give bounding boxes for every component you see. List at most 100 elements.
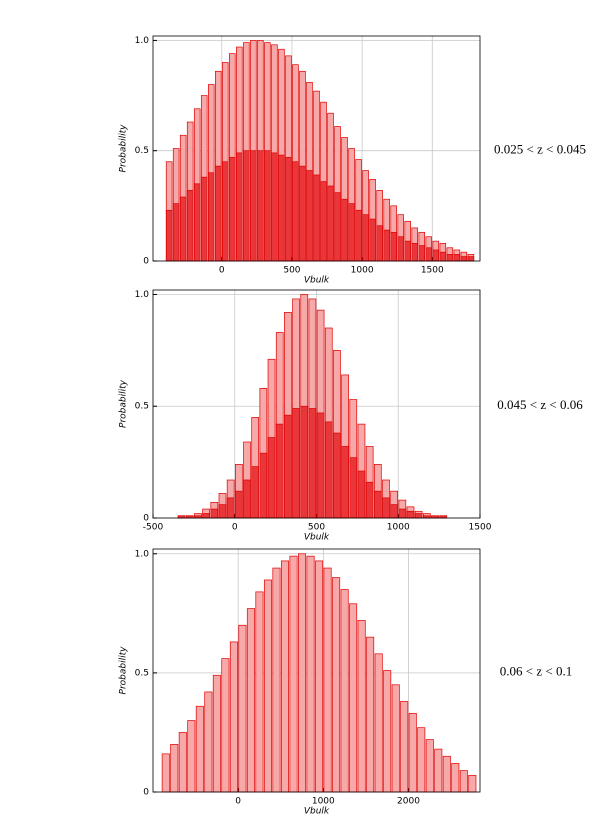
bar (349, 457, 358, 519)
bar (236, 152, 243, 262)
x-tick-label: 0 (232, 523, 238, 533)
bar (459, 770, 468, 793)
bar (365, 481, 374, 519)
bar (468, 774, 477, 793)
bar (383, 229, 390, 262)
y-axis-label: Probability (119, 124, 129, 173)
y-tick-label: 0 (143, 257, 149, 267)
x-tick-label: 500 (308, 523, 325, 533)
y-axis-label: Probability (119, 646, 129, 695)
x-tick-label: 1500 (469, 523, 492, 533)
bar (404, 240, 411, 262)
y-tick-label: 1.0 (135, 36, 150, 46)
bar (202, 513, 210, 519)
bar (200, 176, 208, 262)
annotation: 0.045 < z < 0.06 (497, 397, 583, 412)
bar (357, 470, 366, 519)
bar (390, 231, 397, 262)
bar (355, 209, 362, 262)
bar (382, 497, 390, 519)
bar (398, 508, 407, 519)
bar (285, 156, 292, 262)
annotation: 0.06 < z < 0.1 (500, 663, 572, 678)
bar (460, 256, 468, 262)
bar (432, 249, 440, 262)
bar (446, 254, 454, 262)
bar (210, 508, 219, 519)
bar (298, 553, 307, 793)
bar (299, 165, 306, 262)
bar (397, 236, 404, 262)
bar (306, 170, 313, 262)
x-tick-label: 1000 (312, 797, 335, 807)
bar (284, 414, 292, 519)
x-tick-label: -500 (143, 523, 164, 533)
bar (418, 245, 426, 262)
bar (275, 423, 284, 519)
bar (257, 150, 264, 262)
bar (292, 408, 300, 519)
bar (207, 172, 215, 262)
y-tick-label: 0.5 (135, 402, 149, 412)
bar (467, 256, 475, 262)
x-tick-label: 1000 (387, 523, 410, 533)
bar (204, 691, 213, 793)
x-tick-label: 1500 (421, 266, 444, 276)
bar (425, 739, 434, 793)
bar (170, 744, 179, 793)
bar (179, 196, 187, 262)
bar (251, 466, 260, 519)
bar (451, 763, 460, 793)
bar (373, 490, 382, 519)
bar (408, 713, 417, 793)
bar (340, 589, 349, 793)
bar (246, 608, 255, 793)
bar (221, 658, 230, 793)
x-tick-label: 0 (219, 266, 225, 276)
bar (229, 641, 238, 793)
bar (178, 732, 187, 793)
bar (308, 408, 317, 519)
bar (383, 670, 392, 793)
bar (300, 405, 309, 519)
bar (278, 154, 285, 262)
bar (271, 152, 278, 262)
bar (255, 591, 264, 793)
bar (414, 513, 423, 519)
bar (417, 727, 426, 793)
x-axis-label: Vbulk (304, 276, 330, 286)
bar (327, 185, 334, 262)
bar (272, 567, 281, 793)
bar (264, 150, 271, 262)
bar (235, 490, 243, 519)
bar (187, 720, 196, 793)
bar (289, 555, 298, 793)
bar (316, 412, 325, 519)
bar (263, 579, 272, 793)
bar (292, 161, 299, 262)
bar (442, 755, 451, 793)
bar (195, 705, 204, 793)
bar (267, 437, 276, 519)
bar (341, 198, 348, 262)
bar (369, 218, 376, 262)
bar (218, 504, 227, 519)
x-tick-label: 500 (283, 266, 300, 276)
y-axis-label: Probability (119, 379, 129, 428)
bar (411, 243, 418, 262)
y-tick-label: 0.5 (135, 146, 149, 156)
x-tick-label: 2000 (397, 797, 420, 807)
bar (390, 504, 398, 519)
bar (434, 748, 443, 793)
bar (172, 203, 180, 262)
bar (333, 432, 341, 519)
y-tick-label: 0 (143, 788, 149, 798)
bar (259, 452, 268, 519)
bar (229, 156, 236, 262)
bar (324, 421, 333, 519)
bar (425, 247, 433, 262)
plot-frame (152, 35, 481, 262)
bar (362, 214, 369, 262)
bar (349, 603, 358, 793)
